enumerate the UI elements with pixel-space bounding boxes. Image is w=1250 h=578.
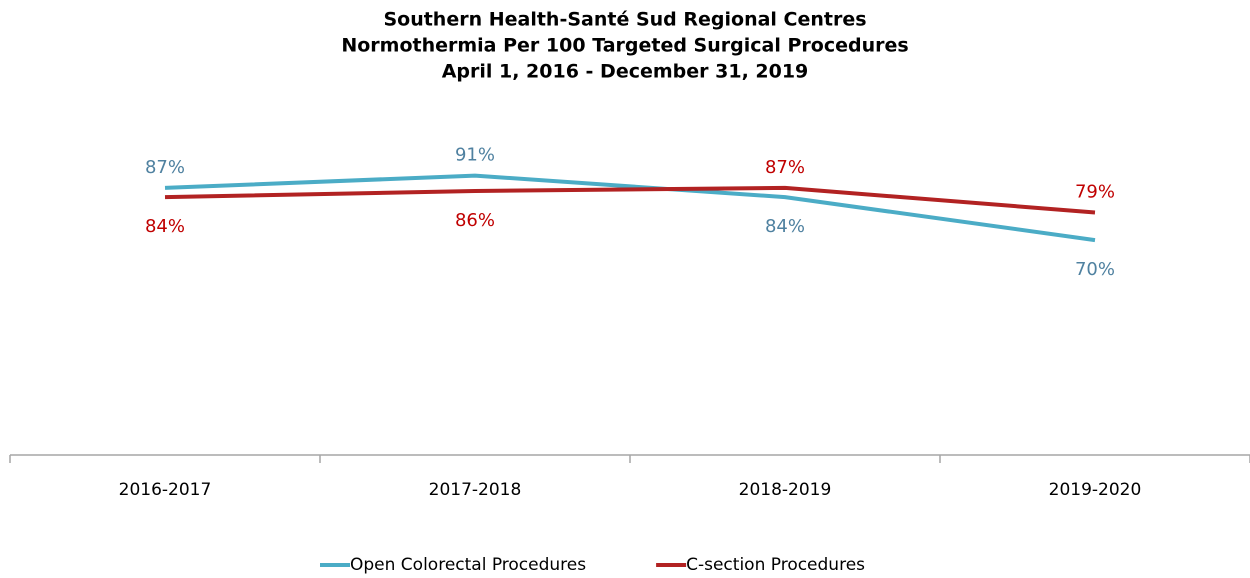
chart-title: Southern Health-Santé Sud Regional Centr… [383, 9, 866, 31]
chart-title: April 1, 2016 - December 31, 2019 [442, 61, 809, 83]
x-tick-label: 2016-2017 [119, 480, 212, 500]
legend-label: Open Colorectal Procedures [350, 555, 586, 575]
data-label: 84% [145, 216, 185, 237]
data-label: 84% [765, 216, 805, 237]
x-tick-label: 2019-2020 [1049, 480, 1142, 500]
data-label: 70% [1075, 259, 1115, 280]
data-label: 87% [765, 157, 805, 178]
data-label: 86% [455, 210, 495, 231]
data-label: 79% [1075, 181, 1115, 202]
x-tick-label: 2018-2019 [739, 480, 832, 500]
chart-title: Normothermia Per 100 Targeted Surgical P… [341, 35, 908, 57]
line [164, 185, 1096, 215]
line [164, 173, 1096, 243]
legend-label: C-section Procedures [686, 555, 865, 575]
x-tick-label: 2017-2018 [429, 480, 522, 500]
data-label: 87% [145, 157, 185, 178]
data-label: 91% [455, 145, 495, 166]
